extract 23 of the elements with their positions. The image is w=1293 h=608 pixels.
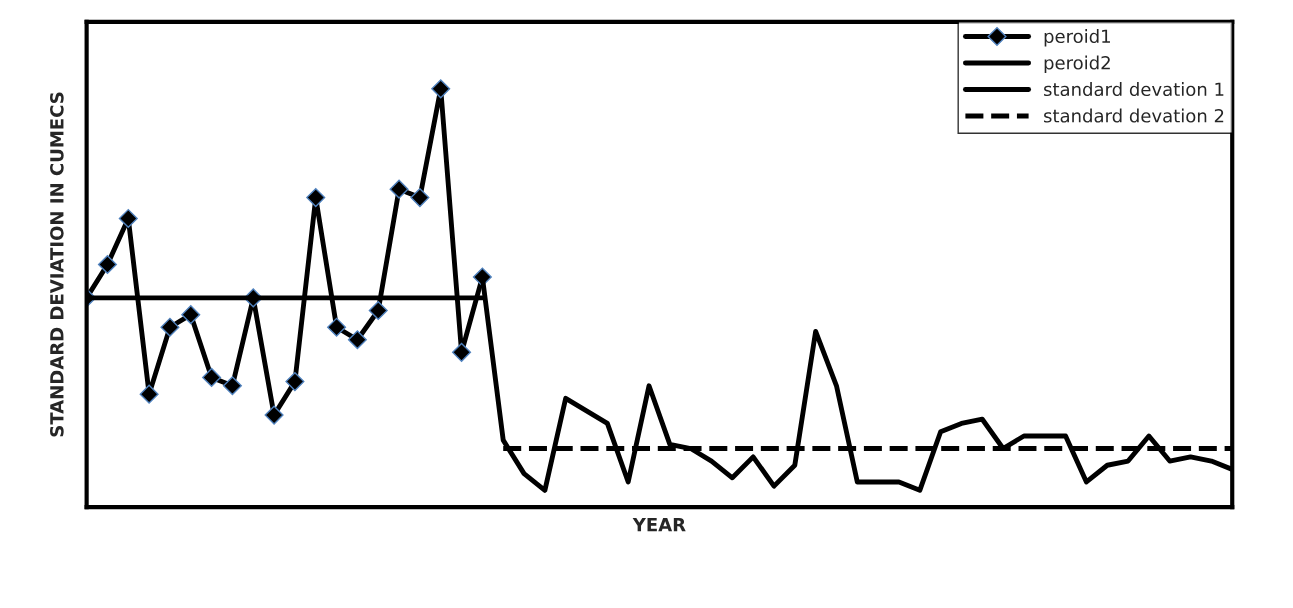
point	[410, 188, 430, 208]
point	[264, 405, 284, 425]
point	[160, 317, 180, 337]
point	[118, 208, 138, 229]
x-axis-title: YEAR	[632, 518, 686, 532]
y-axis-title: STANDARD DEVIATION IN CUMECS	[50, 92, 64, 437]
point	[285, 372, 305, 392]
legend-label: standard devation 2	[1044, 108, 1224, 123]
point	[347, 330, 367, 350]
point	[97, 254, 117, 275]
point	[222, 376, 242, 396]
point	[327, 317, 347, 337]
point	[306, 188, 326, 208]
point	[139, 384, 159, 404]
point	[181, 305, 201, 325]
point	[389, 179, 409, 199]
legend-label: peroid1	[1044, 29, 1110, 47]
point	[431, 79, 451, 99]
legend-label: peroid2	[1044, 55, 1110, 74]
point	[202, 367, 222, 387]
point	[452, 342, 472, 362]
legend-label: standard devation 1	[1044, 82, 1224, 97]
point	[368, 300, 388, 321]
